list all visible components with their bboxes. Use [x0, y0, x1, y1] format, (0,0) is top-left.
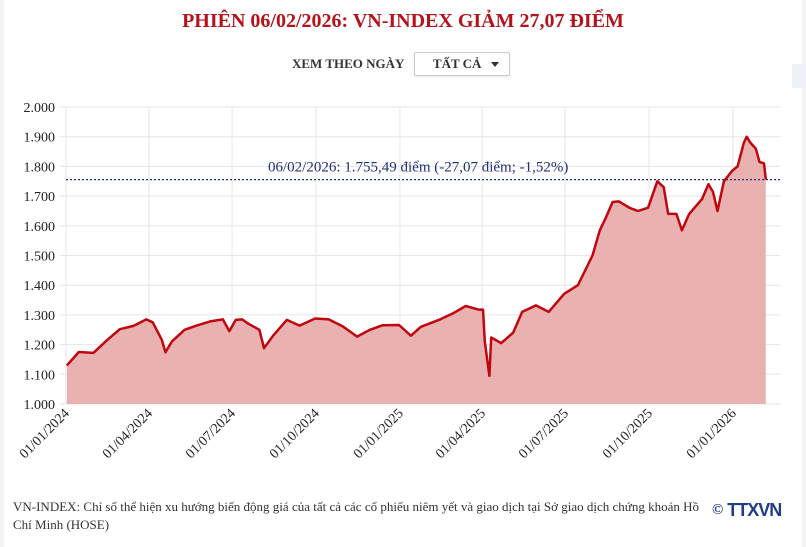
y-tick-label: 1.700: [24, 190, 56, 205]
logo-text: TTXVN: [727, 500, 782, 520]
y-tick-label: 1.900: [24, 131, 56, 146]
x-tick-label: 01/10/2024: [267, 406, 323, 462]
page-title: PHIÊN 06/02/2026: VN-INDEX GIẢM 27,07 ĐI…: [182, 10, 624, 32]
y-tick-label: 1.100: [24, 368, 56, 383]
range-select[interactable]: TẤT CẢ: [414, 52, 511, 76]
filter-label: XEM THEO NGÀY: [292, 56, 405, 71]
footer-note: VN-INDEX: Chỉ số thể hiện xu hướng biến …: [13, 499, 699, 532]
y-tick-label: 1.600: [24, 220, 56, 235]
x-tick-label: 01/10/2025: [600, 406, 656, 462]
x-tick-label: 01/04/2025: [433, 406, 489, 462]
x-tick-label: 01/01/2026: [684, 406, 740, 462]
y-tick-label: 1.000: [24, 398, 56, 413]
date-filter: XEM THEO NGÀY TẤT CẢ: [292, 52, 511, 76]
y-tick-label: 1.500: [24, 250, 56, 265]
annotation-label: 06/02/2026: 1.755,49 điểm (-27,07 điểm; …: [268, 160, 568, 176]
side-panel-toggle[interactable]: [792, 64, 806, 88]
y-tick-label: 1.200: [24, 339, 56, 354]
copyright-icon: ©: [712, 502, 724, 518]
x-tick-label: 01/01/2024: [17, 406, 73, 462]
series-line: [65, 135, 768, 378]
x-tick-label: 01/07/2024: [183, 406, 239, 462]
caret-down-icon: [491, 61, 500, 67]
ttxvn-logo: © TTXVN: [712, 500, 782, 521]
y-tick-label: 2.000: [24, 101, 56, 116]
y-tick-label: 1.300: [24, 309, 56, 324]
range-select-value: TẤT CẢ: [432, 56, 482, 71]
y-tick-label: 1.800: [24, 160, 56, 175]
x-tick-label: 01/01/2025: [351, 406, 407, 462]
area-fill: [66, 136, 766, 404]
x-tick-label: 01/04/2024: [100, 406, 156, 462]
y-tick-label: 1.400: [24, 279, 56, 294]
x-tick-label: 01/07/2025: [516, 406, 572, 462]
